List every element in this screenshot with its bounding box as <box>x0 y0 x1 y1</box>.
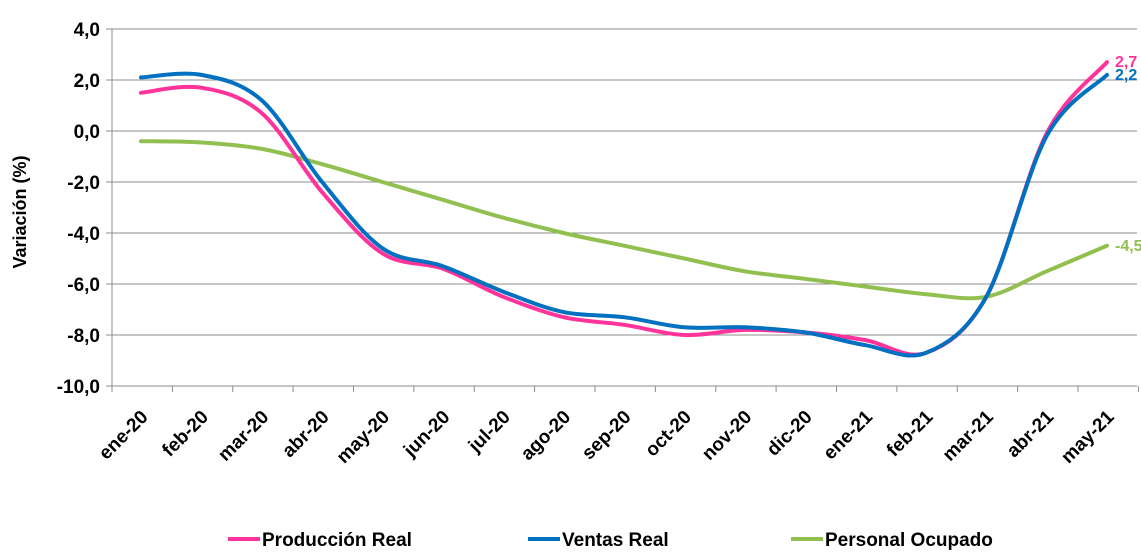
legend-label: Producción Real <box>262 530 412 551</box>
y-tick-label: -6,0 <box>67 275 100 296</box>
end-labels: 2,72,2 -4,5 <box>1115 54 1141 255</box>
x-tick-label: mar-20 <box>214 407 273 466</box>
x-tick-label: nov-20 <box>698 407 756 465</box>
legend-item-ventas-real: Ventas Real <box>528 530 669 551</box>
legend-label: Personal Ocupado <box>825 530 993 551</box>
y-tick-label: -4,0 <box>67 224 100 245</box>
y-tick-label: -2,0 <box>67 173 100 194</box>
legend-item-producci-n-real: Producción Real <box>228 530 412 551</box>
end-value-label: 2,7 <box>1115 54 1137 71</box>
gridlines <box>112 28 1137 336</box>
y-tick-label: 2,0 <box>74 71 100 92</box>
x-tick-label: jun-20 <box>399 407 454 462</box>
series-line-personal-ocupado <box>139 139 1109 301</box>
legend-label: Ventas Real <box>562 530 669 551</box>
legend: Producción Real Ventas Real Personal Ocupa… <box>228 530 993 551</box>
x-tick-label: ene-21 <box>820 406 878 464</box>
x-tick-label: abr-21 <box>1003 406 1058 461</box>
y-tick-label: -8,0 <box>67 326 100 347</box>
x-tick-label: oct-20 <box>641 407 695 461</box>
x-tick-label: abr-20 <box>278 407 333 462</box>
x-tick-label: dic-20 <box>763 407 817 461</box>
series-line-ventas-real <box>139 71 1109 358</box>
y-axis-label: Variación (%) <box>10 155 30 268</box>
end-value-label: -4,5 <box>1115 238 1141 255</box>
x-tick-label: ago-20 <box>517 407 575 465</box>
y-tick-label: 4,0 <box>74 20 100 41</box>
x-axis: ene-20 feb-20 mar-20 abr-20 may-20 jun-20 jul-… <box>95 385 1139 468</box>
x-tick-label: feb-21 <box>883 406 938 461</box>
y-axis: 4,0 2,0 0,0 -2,0 -4,0 -6,0 -8,0 -10,0 <box>57 20 113 398</box>
x-tick-label: mar-21 <box>939 406 998 465</box>
y-tick-label: 0,0 <box>74 122 100 143</box>
x-tick-label: jul-20 <box>464 407 515 458</box>
end-value-label: 2,2 <box>1115 67 1137 84</box>
x-tick-label: may-21 <box>1057 406 1118 467</box>
x-tick-label: ene-20 <box>95 407 152 464</box>
y-tick-label: -10,0 <box>57 377 100 398</box>
x-tick-label: feb-20 <box>158 407 212 461</box>
series-line-producci-n-real <box>139 60 1109 357</box>
series-lines <box>139 60 1109 358</box>
x-tick-label: may-20 <box>333 407 394 468</box>
x-tick-label: sep-20 <box>578 407 635 464</box>
legend-item-personal-ocupado: Personal Ocupado <box>791 530 993 551</box>
